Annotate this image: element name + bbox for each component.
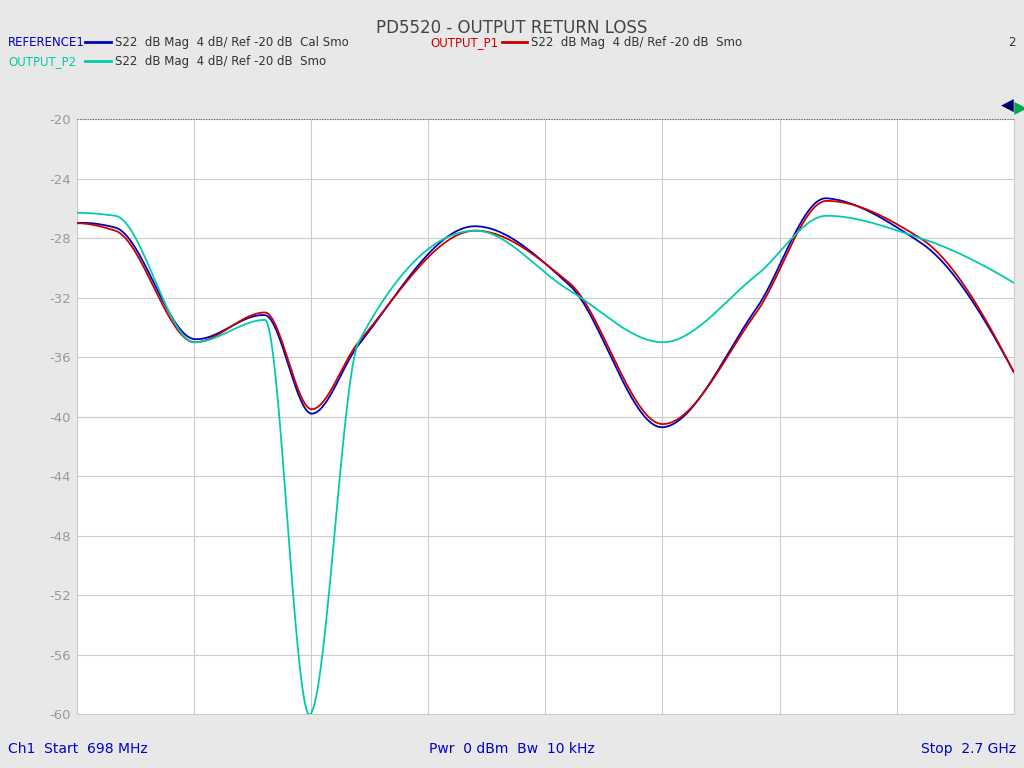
Text: REFERENCE1: REFERENCE1 bbox=[8, 36, 85, 48]
Text: Pwr  0 dBm  Bw  10 kHz: Pwr 0 dBm Bw 10 kHz bbox=[429, 742, 595, 756]
Text: S22  dB Mag  4 dB/ Ref -20 dB  Cal Smo: S22 dB Mag 4 dB/ Ref -20 dB Cal Smo bbox=[115, 36, 348, 48]
Text: OUTPUT_P2: OUTPUT_P2 bbox=[8, 55, 77, 68]
Text: ◀: ◀ bbox=[1015, 98, 1024, 115]
Text: ◀: ◀ bbox=[1001, 98, 1014, 115]
Text: S22  dB Mag  4 dB/ Ref -20 dB  Smo: S22 dB Mag 4 dB/ Ref -20 dB Smo bbox=[531, 36, 742, 48]
Text: Ch1  Start  698 MHz: Ch1 Start 698 MHz bbox=[8, 742, 147, 756]
Text: S22  dB Mag  4 dB/ Ref -20 dB  Smo: S22 dB Mag 4 dB/ Ref -20 dB Smo bbox=[115, 55, 326, 68]
Text: Stop  2.7 GHz: Stop 2.7 GHz bbox=[921, 742, 1016, 756]
Text: PD5520 - OUTPUT RETURN LOSS: PD5520 - OUTPUT RETURN LOSS bbox=[376, 19, 648, 37]
Text: 2: 2 bbox=[1009, 36, 1016, 48]
Text: OUTPUT_P1: OUTPUT_P1 bbox=[430, 36, 499, 48]
